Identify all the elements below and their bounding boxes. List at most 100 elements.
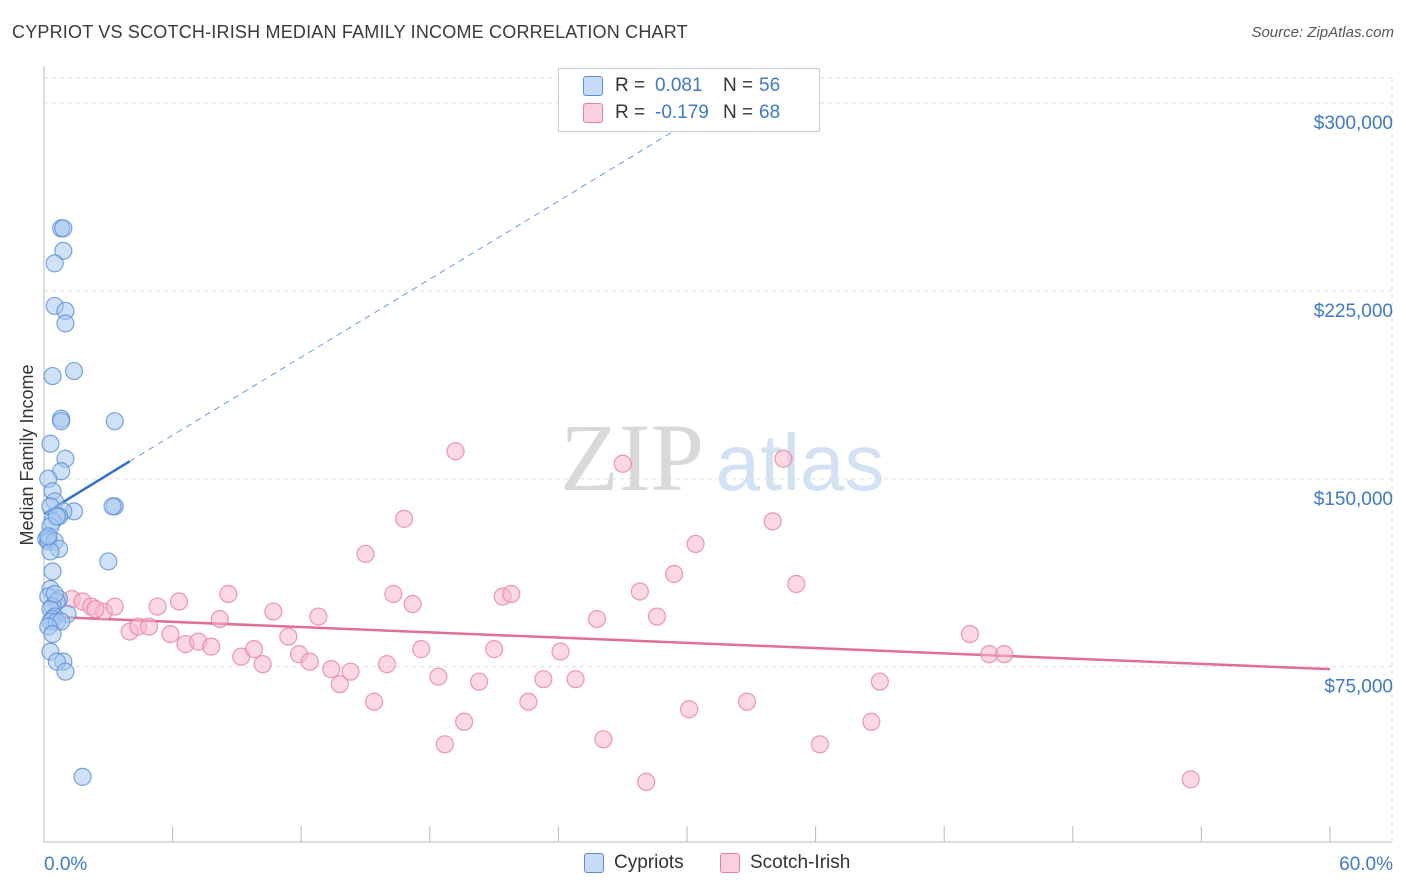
scotch-irish-point — [264, 602, 283, 621]
legend-r-value: -0.179 — [655, 102, 709, 123]
legend-n-label: N = — [723, 75, 754, 96]
legend-swatch-cypriots — [584, 853, 604, 873]
watermark-zip: ZIP — [560, 404, 704, 511]
cypriot-point — [43, 562, 62, 581]
scotch-irish-point — [686, 534, 705, 554]
y-tick-label: $150,000 — [1314, 489, 1393, 510]
cypriot-point — [52, 412, 71, 431]
cypriot-point — [56, 314, 75, 333]
scotch-irish-point — [412, 640, 431, 659]
scotch-irish-trend-line — [43, 615, 1331, 671]
data-points — [37, 219, 1200, 791]
scotch-irish-point — [309, 607, 328, 626]
scotch-irish-point — [244, 640, 264, 659]
cypriot-point — [54, 241, 73, 260]
scotch-irish-point — [148, 597, 167, 616]
scotch-irish-point — [219, 584, 238, 604]
scotch-irish-point — [870, 672, 890, 691]
scotch-irish-point — [774, 449, 793, 468]
scotch-irish-point — [680, 700, 699, 719]
legend-swatch-scotch-irish — [583, 103, 603, 123]
cypriot-point — [41, 542, 60, 561]
scotch-irish-point — [637, 772, 656, 791]
watermark-atlas: atlas — [716, 418, 885, 507]
legend-r-label: R = — [615, 75, 646, 96]
legend-row-cypriots: R = 0.081 N = 56 — [583, 73, 780, 99]
cypriot-point — [73, 767, 92, 786]
legend-item-cypriots: Cypriots — [584, 852, 684, 874]
cypriot-point — [43, 366, 62, 386]
scotch-irish-point — [995, 645, 1014, 664]
x-tick-label-min: 0.0% — [44, 854, 87, 875]
scotch-irish-point — [587, 609, 607, 629]
scotch-irish-point — [763, 512, 782, 531]
scotch-irish-point — [551, 642, 570, 661]
scotch-irish-point — [485, 640, 504, 659]
scotch-irish-point — [429, 667, 448, 686]
scotch-irish-point — [665, 564, 684, 584]
scotch-irish-point — [139, 617, 159, 636]
scotch-irish-point — [105, 597, 124, 616]
scotch-irish-point — [787, 574, 806, 594]
cypriot-point — [47, 507, 66, 526]
cypriot-point — [99, 552, 118, 571]
legend-label-cypriots: Cypriots — [614, 852, 684, 873]
trend-lines — [43, 122, 1331, 671]
scotch-irish-point — [394, 509, 414, 528]
axes — [43, 66, 1392, 843]
cypriot-point — [64, 361, 84, 381]
y-tick-label: $225,000 — [1314, 301, 1393, 322]
scotch-irish-point — [469, 672, 489, 691]
scotch-irish-point — [202, 637, 221, 656]
legend-item-scotch-irish: Scotch-Irish — [720, 852, 850, 874]
series-legend: Cypriots Scotch-Irish — [0, 852, 1406, 878]
scotch-irish-point — [630, 582, 649, 601]
scotch-irish-point — [647, 607, 667, 626]
legend-n-label: N = — [723, 102, 754, 123]
cypriot-point — [45, 254, 64, 273]
scotch-irish-point — [322, 660, 341, 679]
scotch-irish-point — [330, 675, 349, 694]
scotch-irish-point — [862, 712, 881, 731]
scotch-irish-point — [534, 670, 553, 689]
scotch-irish-point — [86, 599, 105, 619]
scotch-irish-point — [341, 662, 360, 681]
tick-labels: $75,000 $150,000 $225,000 $300,000 0.0% 60.0% — [44, 113, 1393, 875]
scotch-irish-point — [169, 592, 189, 611]
scotch-irish-point — [279, 627, 298, 646]
stats-legend: R = 0.081 N = 56 R = -0.179 N = 68 — [558, 68, 820, 132]
cypriot-point — [105, 412, 124, 431]
scotch-irish-point — [613, 454, 632, 473]
cypriot-point — [54, 219, 73, 238]
scotch-irish-point — [300, 652, 319, 671]
cypriot-point — [39, 527, 58, 546]
legend-n-value: 68 — [759, 102, 781, 123]
scotch-irish-point — [210, 609, 229, 629]
scotch-irish-point — [1181, 770, 1200, 789]
legend-label-scotch-irish: Scotch-Irish — [750, 852, 851, 873]
y-axis-label: Median Family Income — [17, 364, 37, 545]
cypriot-point — [56, 662, 75, 681]
scotch-irish-point — [737, 692, 757, 711]
scotch-irish-point — [403, 594, 422, 614]
scotch-irish-point — [594, 730, 613, 749]
y-tick-label: $300,000 — [1314, 113, 1393, 134]
cypriot-point — [41, 434, 60, 453]
scotch-irish-point — [566, 670, 585, 689]
cypriot-point — [103, 497, 122, 516]
scotch-irish-point — [161, 624, 180, 644]
scotch-irish-point — [253, 655, 272, 674]
scotch-irish-point — [502, 584, 521, 604]
legend-swatch-scotch-irish — [720, 853, 740, 873]
legend-row-scotch-irish: R = -0.179 N = 68 — [583, 100, 780, 126]
legend-swatch-cypriots — [583, 76, 603, 96]
cypriot-trend-extension — [129, 122, 688, 462]
scotch-irish-point — [384, 584, 403, 604]
legend-r-value: 0.081 — [655, 75, 703, 96]
chart-title: CYPRIOT VS SCOTCH-IRISH MEDIAN FAMILY IN… — [12, 22, 688, 42]
legend-r-label: R = — [615, 102, 646, 123]
scotch-irish-point — [435, 735, 454, 754]
scotch-irish-point — [960, 624, 980, 644]
scotch-irish-point — [810, 735, 829, 754]
